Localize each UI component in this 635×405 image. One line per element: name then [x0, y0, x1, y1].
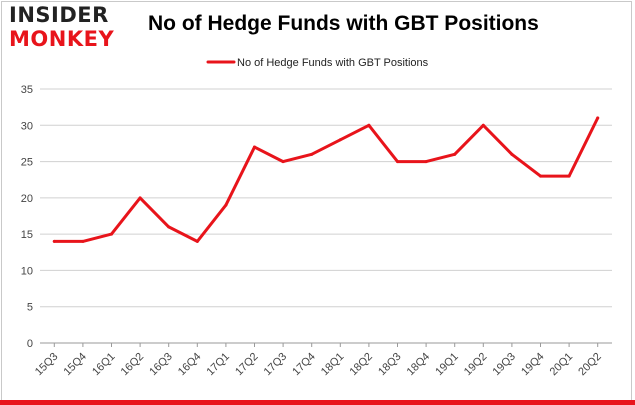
y-tick-label: 15 [21, 229, 33, 241]
data-point [510, 152, 514, 156]
data-point [396, 160, 399, 164]
x-tick-label: 20Q2 [576, 351, 604, 379]
data-point [138, 196, 142, 200]
x-tick-label: 17Q4 [290, 351, 318, 379]
x-tick-label: 16Q2 [119, 351, 147, 379]
logo-text-bottom: MONKEY [9, 27, 115, 51]
data-point [81, 239, 85, 243]
y-tick-label: 10 [21, 265, 33, 277]
x-tick-label: 17Q3 [262, 351, 290, 379]
legend-label: No of Hedge Funds with GBT Positions [237, 57, 429, 69]
x-tick-label: 19Q1 [433, 351, 461, 379]
x-tick-label: 15Q3 [33, 351, 61, 379]
data-point [281, 160, 285, 164]
x-tick-label: 16Q3 [147, 351, 175, 379]
x-tick-label: 19Q3 [490, 351, 518, 379]
x-tick-label: 18Q2 [347, 351, 375, 379]
x-tick-label: 18Q1 [319, 351, 347, 379]
x-tick-label: 20Q1 [548, 351, 576, 379]
data-point [453, 152, 457, 156]
insider-monkey-logo: INSIDER MONKEY [9, 4, 119, 52]
data-point [481, 123, 485, 127]
x-tick-label: 19Q4 [519, 351, 547, 379]
data-point [424, 160, 428, 164]
x-tick-label: 18Q3 [376, 351, 404, 379]
data-point [167, 225, 171, 229]
data-point [367, 123, 371, 127]
series-line [52, 116, 600, 243]
data-point [110, 232, 113, 236]
logo-text-top: INSIDER [9, 3, 109, 27]
brand-bottom-bar [0, 400, 635, 405]
x-tick-label: 17Q2 [233, 351, 261, 379]
x-tick-label: 18Q4 [405, 351, 433, 379]
y-tick-label: 35 [21, 84, 33, 96]
data-point [539, 174, 542, 178]
x-tick-label: 17Q1 [204, 351, 232, 379]
data-point [52, 239, 56, 243]
x-tick-label: 16Q1 [90, 351, 118, 379]
y-tick-label: 0 [27, 338, 33, 350]
data-point [310, 152, 314, 156]
data-point [596, 116, 600, 120]
y-tick-label: 20 [21, 193, 33, 205]
x-tick-label: 15Q4 [61, 351, 89, 379]
chart-title: No of Hedge Funds with GBT Positions [148, 12, 539, 35]
x-tick-label: 16Q4 [176, 351, 204, 379]
y-tick-label: 5 [27, 302, 33, 314]
data-point [567, 174, 571, 178]
y-tick-label: 30 [21, 120, 33, 132]
data-point [338, 138, 342, 142]
x-tick-label: 19Q2 [462, 351, 490, 379]
data-point [253, 145, 256, 149]
y-tick-label: 25 [21, 157, 33, 169]
data-point [224, 203, 228, 207]
data-point [195, 239, 199, 243]
